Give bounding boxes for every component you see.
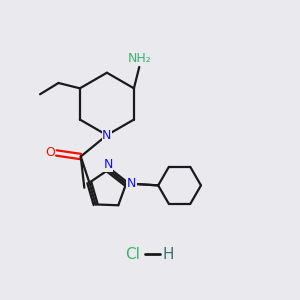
Text: NH₂: NH₂ — [128, 52, 151, 65]
Text: N: N — [127, 177, 136, 190]
Text: Cl: Cl — [125, 247, 140, 262]
Text: N: N — [102, 129, 112, 142]
Text: H: H — [163, 247, 174, 262]
Text: N: N — [103, 158, 113, 171]
Text: O: O — [45, 146, 55, 160]
